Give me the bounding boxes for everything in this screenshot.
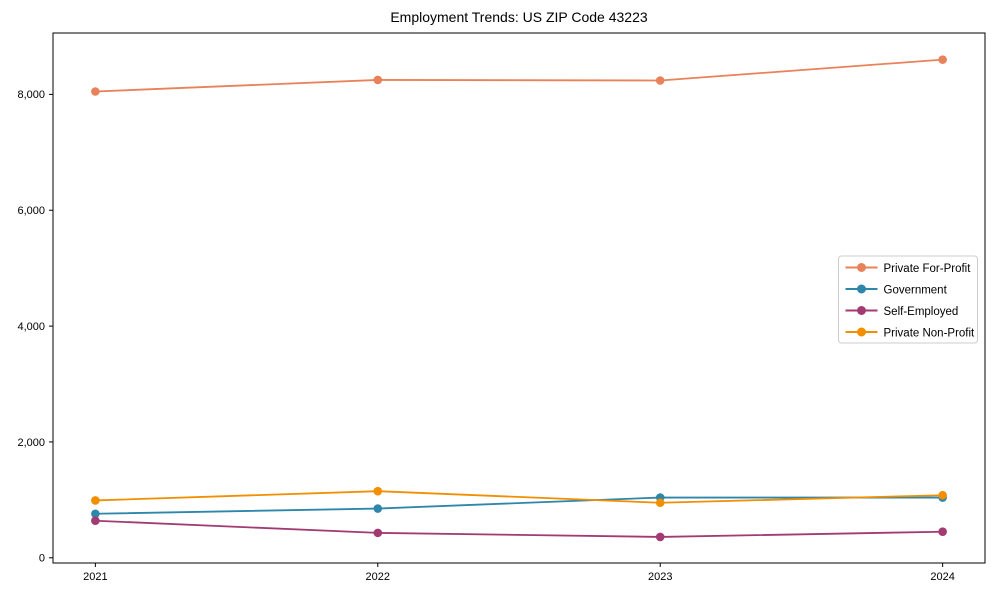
y-tick-label: 4,000 [17,321,45,333]
legend-label-private-for-profit: Private For-Profit [884,263,972,275]
legend-label-private-non-profit: Private Non-Profit [884,327,976,339]
series-line-government [95,496,943,515]
series-line-self-employed [95,519,943,538]
series-marker-private-non-profit [373,486,383,496]
series-marker-self-employed [91,516,100,526]
series-line-private-non-profit [95,490,943,504]
series-marker-self-employed [938,527,947,537]
legend-label-self-employed: Self-Employed [884,306,959,318]
y-tick-label: 0 [39,553,45,565]
y-tick-label: 2,000 [17,437,45,449]
series-marker-private-non-profit [91,496,100,505]
series-marker-private-for-profit [655,76,665,85]
legend-swatch-dot-self-employed [857,306,866,315]
plot-frame [52,32,986,564]
chart-title: Employment Trends: US ZIP Code 43223 [390,9,648,25]
series-marker-private-non-profit [938,490,947,500]
legend-swatch-dot-government [857,284,866,294]
legend-box [838,255,978,344]
y-tick-label: 6,000 [17,205,45,217]
series-line-private-for-profit [95,58,943,93]
series-marker-private-for-profit [91,87,100,96]
series-marker-private-for-profit [373,75,383,85]
series-marker-private-for-profit [938,55,947,64]
x-tick-label: 2021 [83,571,107,583]
series-marker-government [91,509,100,519]
x-tick-label: 2023 [648,571,672,583]
legend-swatch-dot-private-non-profit [857,327,866,337]
series-marker-self-employed [373,528,383,538]
y-tick-label: 8,000 [17,89,45,101]
series-marker-government [373,504,383,513]
x-tick-label: 2022 [366,571,390,583]
x-tick-label: 2024 [930,571,954,583]
series-marker-private-non-profit [655,498,665,508]
legend-label-government: Government [884,284,948,296]
series-marker-self-employed [655,532,665,542]
legend-swatch-dot-private-for-profit [857,263,866,272]
